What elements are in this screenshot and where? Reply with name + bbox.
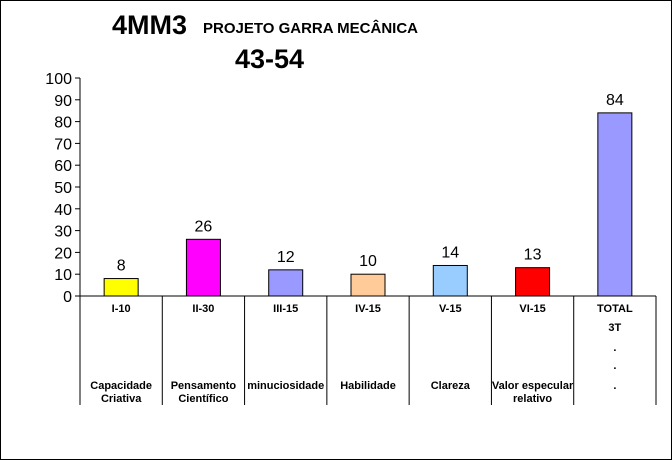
data-label: 26 [195,218,213,235]
category-note: 3T [608,322,621,334]
category-description: minuciosidade [247,380,324,392]
y-tick-label: 20 [54,245,72,262]
bar [350,273,386,297]
chart-title: 4MM3 [112,10,188,40]
data-label: 84 [606,92,624,109]
y-tick-label: 90 [54,93,72,110]
category-description: Clareza [431,380,471,392]
x-tick-label: TOTAL [597,303,633,315]
data-label: 10 [359,253,377,270]
y-tick-label: 60 [54,158,72,175]
x-tick-label: IV-15 [355,303,381,315]
category-description: Criativa [101,393,142,405]
bar [103,278,139,297]
data-label: 8 [117,258,126,275]
category-description: Científico [178,393,228,405]
y-tick-label: 50 [54,180,72,197]
bar [515,267,551,297]
x-tick-label: I-10 [112,303,131,315]
category-description: Valor especular [492,380,574,392]
y-tick-label: 70 [54,136,72,153]
bar [268,269,304,297]
bar [432,264,468,297]
bar [185,238,221,297]
category-description: relativo [513,393,552,405]
category-note: . [613,360,616,372]
data-label: 13 [524,247,542,264]
y-tick-label: 40 [54,202,72,219]
x-tick-label: II-30 [192,303,214,315]
chart-title-range: 43-54 [235,44,305,74]
data-label: 12 [277,249,295,266]
y-tick-label: 100 [45,71,72,88]
y-tick-label: 30 [54,224,72,241]
category-description: Habilidade [340,380,396,392]
y-tick-label: 80 [54,115,72,132]
data-label: 14 [441,244,459,261]
x-tick-label: VI-15 [519,303,545,315]
x-tick-label: V-15 [439,303,462,315]
y-tick-label: 10 [54,267,72,284]
category-note: . [613,380,616,392]
x-tick-label: III-15 [273,303,298,315]
y-tick-label: 0 [63,289,72,306]
category-description: Capacidade [90,380,152,392]
category-description: Pensamento [171,380,237,392]
chart-subtitle: PROJETO GARRA MECÂNICA [203,20,419,37]
category-note: . [613,342,616,354]
bar [597,112,633,297]
